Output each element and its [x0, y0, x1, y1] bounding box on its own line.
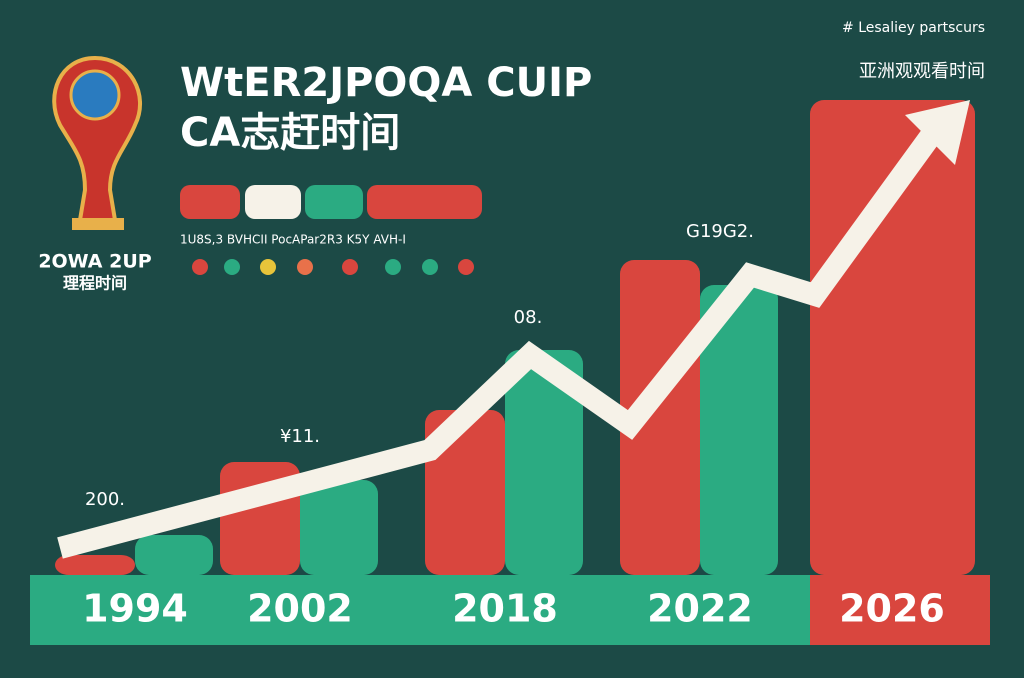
x-tick-label: 2026	[839, 587, 945, 631]
bar	[620, 260, 700, 575]
corner-title: 亚洲观观看时间	[859, 61, 985, 82]
bar	[300, 480, 378, 575]
logo-text: 理程时间	[63, 274, 127, 293]
logo-text: 2OWA 2UP	[38, 251, 151, 273]
baseline-band	[30, 575, 810, 645]
corner-note: # Lesaliey partscurs	[842, 20, 985, 36]
legend-pills	[180, 185, 482, 275]
annotation: 200.	[85, 489, 125, 510]
bars	[55, 100, 975, 575]
annotation: 08.	[514, 307, 543, 328]
bar	[505, 350, 583, 575]
x-tick-label: 2002	[247, 587, 353, 631]
annotation: G19G2.	[686, 221, 754, 242]
arrow-head	[905, 100, 970, 165]
chart-subtitle: CA志赶时间	[180, 110, 400, 156]
chart-title: WtER2JPOQA CUIP	[180, 60, 592, 106]
annotation: ¥11.	[280, 426, 320, 447]
bar	[425, 410, 505, 575]
x-tick-label: 2018	[452, 587, 558, 631]
x-tick-label: 1994	[82, 587, 188, 631]
bar	[55, 555, 135, 575]
bar	[135, 535, 213, 575]
trophy-logo	[52, 55, 142, 230]
trend-arrow	[57, 123, 944, 559]
category-labels: 1994 2002 2018 2022 2026	[82, 587, 945, 631]
baseline-band	[810, 575, 990, 645]
x-tick-label: 2022	[647, 587, 753, 631]
legend-text: 1U8S,3 BVHCII PocAPar2R3 K5Y AVH-I	[180, 233, 406, 247]
bar	[810, 100, 975, 575]
bar	[700, 285, 778, 575]
